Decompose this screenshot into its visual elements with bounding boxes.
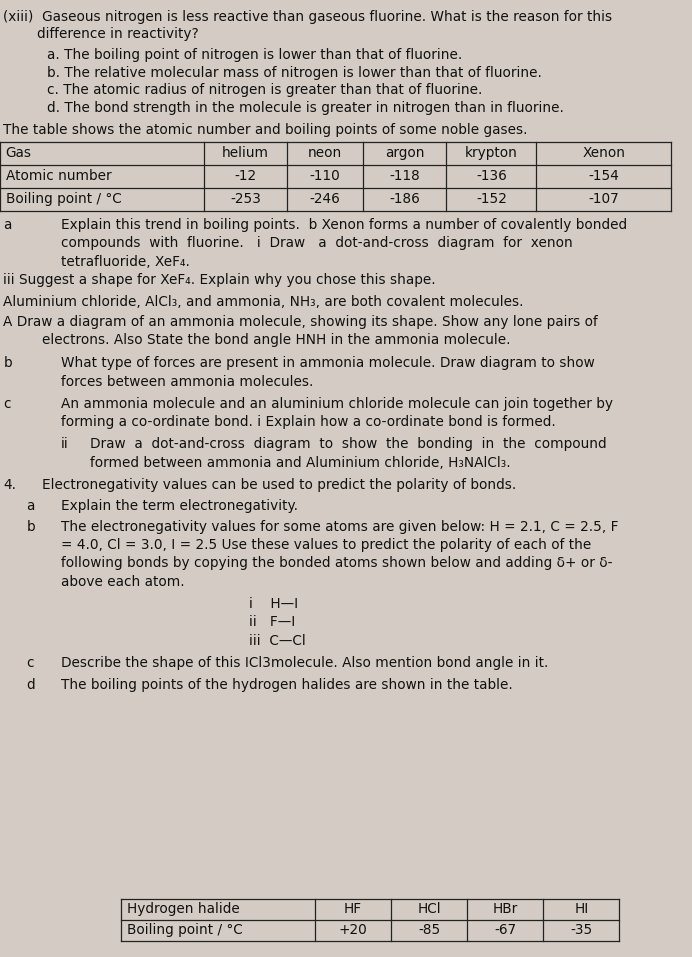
Text: -152: -152	[476, 192, 507, 206]
Text: a. The boiling point of nitrogen is lower than that of fluorine.: a. The boiling point of nitrogen is lowe…	[47, 48, 462, 62]
Text: Draw  a  dot-and-cross  diagram  to  show  the  bonding  in  the  compound: Draw a dot-and-cross diagram to show the…	[90, 437, 607, 452]
Text: Boiling point / °C: Boiling point / °C	[127, 924, 242, 937]
Text: HF: HF	[344, 902, 362, 916]
Text: b. The relative molecular mass of nitrogen is lower than that of fluorine.: b. The relative molecular mass of nitrog…	[47, 65, 542, 79]
Text: -85: -85	[418, 924, 440, 937]
Text: Electronegativity values can be used to predict the polarity of bonds.: Electronegativity values can be used to …	[42, 478, 516, 492]
Text: -154: -154	[588, 169, 619, 183]
Text: c: c	[26, 657, 34, 670]
Text: HBr: HBr	[493, 902, 518, 916]
Text: A Draw a diagram of an ammonia molecule, showing its shape. Show any lone pairs : A Draw a diagram of an ammonia molecule,…	[3, 315, 598, 329]
Text: d: d	[26, 678, 35, 692]
Text: Explain the term electronegativity.: Explain the term electronegativity.	[61, 499, 298, 513]
Text: ii   F—I: ii F—I	[249, 615, 295, 630]
Text: Atomic number: Atomic number	[6, 169, 111, 183]
Text: neon: neon	[308, 146, 343, 161]
Text: -246: -246	[310, 192, 340, 206]
Text: tetrafluoride, XeF₄.: tetrafluoride, XeF₄.	[61, 255, 190, 269]
Text: ii: ii	[61, 437, 69, 452]
Text: c: c	[3, 397, 11, 412]
Text: b: b	[26, 521, 35, 534]
Text: -253: -253	[230, 192, 261, 206]
Text: Boiling point / °C: Boiling point / °C	[6, 192, 121, 206]
Text: iii  C—Cl: iii C—Cl	[249, 634, 306, 648]
Text: -186: -186	[390, 192, 420, 206]
Text: above each atom.: above each atom.	[61, 574, 185, 589]
Text: -35: -35	[570, 924, 592, 937]
Text: formed between ammonia and Aluminium chloride, H₃NAlCl₃.: formed between ammonia and Aluminium chl…	[90, 456, 511, 470]
Text: -110: -110	[310, 169, 340, 183]
Text: Gas: Gas	[6, 146, 32, 161]
Text: electrons. Also State the bond angle HNH in the ammonia molecule.: electrons. Also State the bond angle HNH…	[42, 333, 510, 347]
Text: i    H—I: i H—I	[249, 597, 298, 612]
Text: following bonds by copying the bonded atoms shown below and adding δ+ or δ-: following bonds by copying the bonded at…	[61, 556, 612, 570]
Text: helium: helium	[222, 146, 269, 161]
Text: What type of forces are present in ammonia molecule. Draw diagram to show: What type of forces are present in ammon…	[61, 357, 594, 370]
Text: (xiii)  Gaseous nitrogen is less reactive than gaseous fluorine. What is the rea: (xiii) Gaseous nitrogen is less reactive…	[3, 10, 612, 24]
Text: forming a co-ordinate bond. i Explain how a co-ordinate bond is formed.: forming a co-ordinate bond. i Explain ho…	[61, 415, 556, 430]
Text: -107: -107	[588, 192, 619, 206]
Text: = 4.0, Cl = 3.0, I = 2.5 Use these values to predict the polarity of each of the: = 4.0, Cl = 3.0, I = 2.5 Use these value…	[61, 538, 591, 552]
Text: The electronegativity values for some atoms are given below: H = 2.1, C = 2.5, F: The electronegativity values for some at…	[61, 521, 619, 534]
Text: Xenon: Xenon	[582, 146, 626, 161]
Text: -136: -136	[476, 169, 507, 183]
Text: The boiling points of the hydrogen halides are shown in the table.: The boiling points of the hydrogen halid…	[61, 678, 513, 692]
Text: 4.: 4.	[3, 478, 17, 492]
Text: krypton: krypton	[465, 146, 518, 161]
Text: -118: -118	[390, 169, 420, 183]
Text: difference in reactivity?: difference in reactivity?	[37, 27, 199, 41]
Text: compounds  with  fluorine.   i  Draw   a  dot-and-cross  diagram  for  xenon: compounds with fluorine. i Draw a dot-an…	[61, 236, 573, 251]
Text: argon: argon	[385, 146, 425, 161]
Text: a: a	[3, 218, 12, 233]
Text: b: b	[3, 357, 12, 370]
Text: HI: HI	[574, 902, 588, 916]
Text: -67: -67	[494, 924, 516, 937]
Text: a: a	[26, 499, 35, 513]
Text: Explain this trend in boiling points.  b Xenon forms a number of covalently bond: Explain this trend in boiling points. b …	[61, 218, 627, 233]
Text: Hydrogen halide: Hydrogen halide	[127, 902, 239, 916]
Text: Aluminium chloride, AlCl₃, and ammonia, NH₃, are both covalent molecules.: Aluminium chloride, AlCl₃, and ammonia, …	[3, 295, 524, 309]
Text: HCl: HCl	[417, 902, 441, 916]
Text: An ammonia molecule and an aluminium chloride molecule can join together by: An ammonia molecule and an aluminium chl…	[61, 397, 613, 412]
Text: c. The atomic radius of nitrogen is greater than that of fluorine.: c. The atomic radius of nitrogen is grea…	[47, 83, 482, 98]
Text: +20: +20	[338, 924, 367, 937]
Text: Describe the shape of this ICl3molecule. Also mention bond angle in it.: Describe the shape of this ICl3molecule.…	[61, 657, 548, 670]
Text: iii Suggest a shape for XeF₄. Explain why you chose this shape.: iii Suggest a shape for XeF₄. Explain wh…	[3, 273, 436, 287]
Text: The table shows the atomic number and boiling points of some noble gases.: The table shows the atomic number and bo…	[3, 123, 528, 138]
Text: -12: -12	[235, 169, 257, 183]
Text: d. The bond strength in the molecule is greater in nitrogen than in fluorine.: d. The bond strength in the molecule is …	[47, 100, 564, 115]
Text: forces between ammonia molecules.: forces between ammonia molecules.	[61, 374, 313, 389]
